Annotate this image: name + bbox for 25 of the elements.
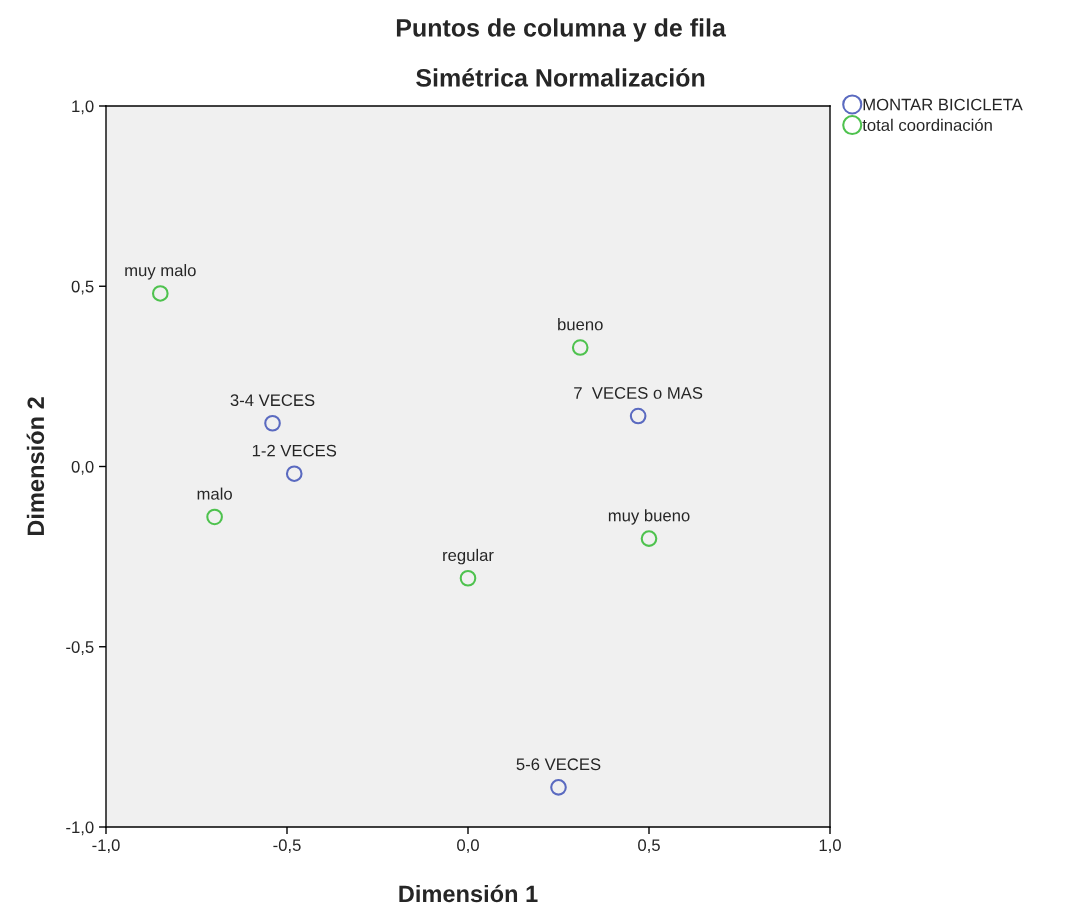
- y-tick-label: 1,0: [72, 100, 94, 115]
- annotation: muy malo: [125, 264, 196, 280]
- y-tick-label: 0,0: [71, 460, 94, 475]
- annotation: malo: [197, 487, 232, 500]
- y-tick-label: 0,5: [71, 280, 94, 295]
- x-axis-title: Dimensión 1: [399, 884, 538, 903]
- y-tick-label: -0,5: [66, 641, 94, 655]
- chart-subtitle: Simétrica Normalización: [416, 68, 705, 87]
- annotation: 5-6 VECES: [516, 758, 601, 771]
- legend-label: MONTAR BICICLETA: [863, 98, 1023, 111]
- annotation: muy bueno: [608, 509, 690, 525]
- x-tick-label: 0,0: [457, 839, 479, 854]
- x-tick-label: 1,0: [819, 839, 841, 854]
- chart-title: Puntos de columna y de fila: [396, 18, 727, 42]
- x-tick-label: 0,5: [638, 839, 660, 854]
- annotation: bueno: [558, 318, 603, 331]
- y-tick-label: -1,0: [66, 821, 94, 836]
- x-tick-label: -1,0: [92, 839, 120, 854]
- annotation: 3-4 VECES: [230, 394, 315, 407]
- annotation: 1-2 VECES: [252, 444, 337, 457]
- annotation: regular: [443, 548, 494, 565]
- x-tick-label: -0,5: [273, 839, 301, 854]
- annotation: 7 VECES o MAS: [574, 387, 703, 399]
- legend-label: total coordinación: [862, 118, 992, 132]
- y-axis-title: Dimensión 2: [26, 397, 45, 536]
